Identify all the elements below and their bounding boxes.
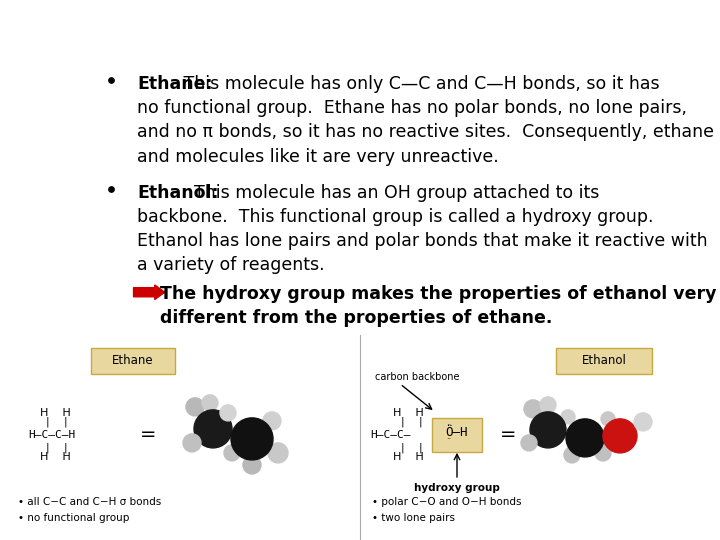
- Text: The hydroxy group makes the properties of ethanol very: The hydroxy group makes the properties o…: [160, 285, 716, 303]
- Circle shape: [224, 445, 240, 461]
- Text: H    H: H H: [393, 408, 424, 418]
- Text: Ethane: Ethane: [112, 354, 154, 367]
- Circle shape: [634, 413, 652, 431]
- Circle shape: [194, 410, 232, 448]
- FancyBboxPatch shape: [432, 418, 482, 452]
- Text: • all C−C and C−H σ bonds: • all C−C and C−H σ bonds: [18, 497, 161, 507]
- Circle shape: [564, 447, 580, 463]
- Text: no functional group.  Ethane has no polar bonds, no lone pairs,: no functional group. Ethane has no polar…: [138, 99, 688, 117]
- Text: Ethanol: Ethanol: [582, 354, 626, 367]
- Text: |: |: [400, 417, 404, 427]
- Circle shape: [524, 400, 542, 418]
- Text: =: =: [500, 426, 516, 444]
- Text: hydroxy group: hydroxy group: [414, 483, 500, 493]
- Text: different from the properties of ethane.: different from the properties of ethane.: [160, 309, 552, 327]
- Text: H    H: H H: [40, 408, 71, 418]
- Text: and no π bonds, so it has no reactive sites.  Consequently, ethane: and no π bonds, so it has no reactive si…: [138, 124, 714, 141]
- Circle shape: [530, 412, 566, 448]
- Text: ··: ··: [446, 421, 451, 430]
- Circle shape: [263, 412, 281, 430]
- Text: backbone.  This functional group is called a hydroxy group.: backbone. This functional group is calle…: [138, 208, 654, 226]
- Text: • two lone pairs: • two lone pairs: [372, 513, 455, 523]
- Circle shape: [183, 434, 201, 452]
- Text: |: |: [400, 443, 404, 453]
- Text: |: |: [45, 443, 49, 453]
- Circle shape: [566, 419, 604, 457]
- Text: |: |: [418, 417, 422, 427]
- Circle shape: [540, 397, 556, 413]
- Text: This molecule has an OH group attached to its: This molecule has an OH group attached t…: [183, 184, 600, 202]
- Text: H    H: H H: [393, 452, 424, 462]
- Text: carbon backbone: carbon backbone: [375, 372, 459, 382]
- Circle shape: [268, 443, 288, 463]
- Text: H—C—C—: H—C—C—: [370, 430, 410, 440]
- Text: Ethanol:: Ethanol:: [138, 184, 219, 202]
- Circle shape: [202, 395, 218, 411]
- Circle shape: [243, 456, 261, 474]
- Circle shape: [603, 419, 637, 453]
- Text: a variety of reagents.: a variety of reagents.: [138, 256, 325, 274]
- Text: |: |: [63, 443, 67, 453]
- Text: |: |: [45, 417, 49, 427]
- Circle shape: [561, 410, 575, 424]
- Circle shape: [220, 405, 236, 421]
- Text: • no functional group: • no functional group: [18, 513, 130, 523]
- Text: and molecules like it are very unreactive.: and molecules like it are very unreactiv…: [138, 147, 499, 166]
- Circle shape: [186, 398, 204, 416]
- Text: ··: ··: [446, 435, 451, 444]
- Text: H    H: H H: [40, 452, 71, 462]
- Text: Ethane:: Ethane:: [138, 75, 213, 93]
- Text: This molecule has only C—C and C—H bonds, so it has: This molecule has only C—C and C—H bonds…: [178, 75, 660, 93]
- Circle shape: [595, 445, 611, 461]
- FancyArrow shape: [133, 285, 165, 300]
- Text: • polar C−O and O−H bonds: • polar C−O and O−H bonds: [372, 497, 521, 507]
- Text: =: =: [140, 426, 156, 444]
- Circle shape: [601, 412, 615, 426]
- Text: |: |: [63, 417, 67, 427]
- Circle shape: [521, 435, 537, 451]
- Circle shape: [231, 418, 273, 460]
- FancyBboxPatch shape: [91, 348, 175, 374]
- Text: H—C—C—H: H—C—C—H: [28, 430, 76, 440]
- Text: Ö—H: Ö—H: [446, 427, 468, 440]
- FancyBboxPatch shape: [556, 348, 652, 374]
- Text: Ethanol has lone pairs and polar bonds that make it reactive with: Ethanol has lone pairs and polar bonds t…: [138, 232, 708, 251]
- Text: |: |: [418, 443, 422, 453]
